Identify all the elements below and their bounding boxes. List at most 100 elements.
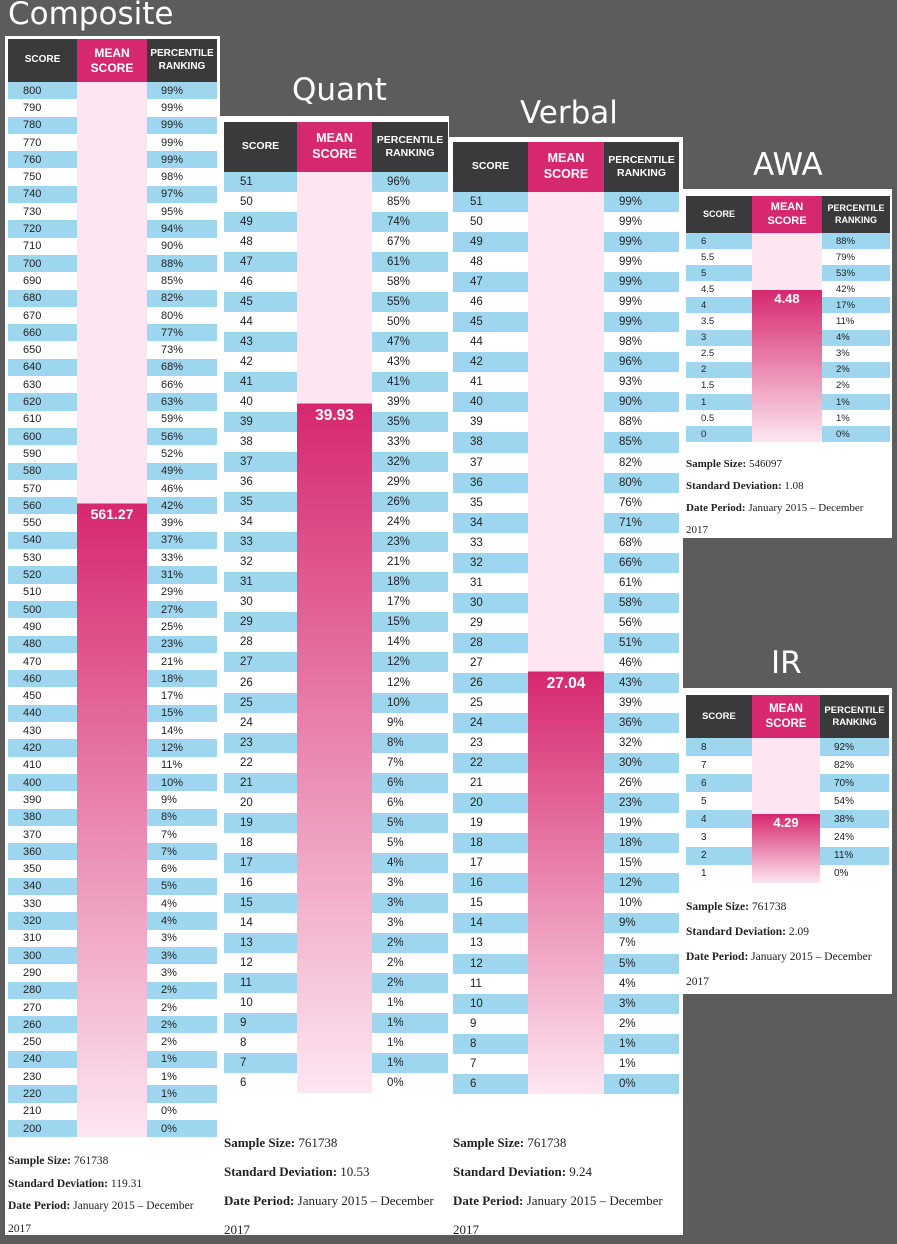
quant-stats: Sample Size: 761738 Standard Deviation: 1…	[224, 1128, 444, 1244]
composite-percentile-cell: 88%	[161, 257, 184, 270]
awa-sample-size-value: 546097	[748, 458, 782, 470]
composite-percentile-cell: 49%	[161, 465, 184, 478]
composite-row-stripe	[8, 116, 77, 134]
composite-row-stripe	[8, 497, 77, 515]
ir-row-stripe	[686, 738, 752, 757]
verbal-row-stripe	[453, 272, 528, 293]
quant-row-stripe	[372, 652, 448, 673]
verbal-score-cell: 46	[470, 296, 483, 309]
verbal-row-stripe	[604, 472, 679, 493]
composite-row-stripe	[147, 774, 217, 792]
ir-score-cell: 6	[701, 777, 707, 789]
awa-title: AWA	[753, 147, 823, 183]
composite-percentile-cell: 52%	[161, 447, 184, 460]
quant-score-cell: 10	[240, 996, 253, 1009]
verbal-percentile-cell: 99%	[619, 316, 643, 329]
quant-row-stripe	[224, 452, 297, 473]
composite-row-stripe	[8, 185, 77, 204]
verbal-percentile-cell: 93%	[619, 376, 643, 389]
quant-row-stripe	[224, 612, 297, 633]
composite-percentile-cell: 7%	[161, 845, 177, 858]
quant-row-stripe	[372, 572, 448, 593]
verbal-percentile-cell: 99%	[619, 216, 643, 229]
quant-row-stripe	[372, 972, 448, 993]
verbal-percentile-cell: 99%	[619, 296, 643, 309]
composite-percentile-cell: 68%	[161, 361, 184, 374]
composite-row-stripe	[8, 82, 77, 100]
composite-score-cell: 690	[23, 274, 42, 287]
verbal-percentile-cell: 2%	[619, 1017, 636, 1030]
quant-row-stripe	[224, 572, 297, 593]
composite-score-cell: 200	[23, 1122, 42, 1135]
composite-score-cell: 270	[23, 1001, 42, 1014]
verbal-percentile-cell: 19%	[619, 817, 643, 830]
composite-score-cell: 770	[23, 136, 42, 149]
verbal-row-stripe	[453, 632, 528, 653]
quant-percentile-cell: 18%	[387, 576, 411, 589]
awa-std-dev-label: Standard Deviation:	[686, 480, 782, 492]
composite-row-stripe	[8, 428, 77, 446]
awa-score-cell: 1.5	[701, 380, 715, 392]
composite-percentile-cell: 59%	[161, 413, 184, 426]
composite-score-cell: 520	[23, 569, 42, 582]
ir-percentile-cell: 70%	[834, 777, 855, 789]
awa-score-cell: 2.5	[701, 348, 715, 360]
quant-row-stripe	[224, 852, 297, 873]
composite-row-stripe	[147, 1085, 217, 1103]
quant-score-cell: 41	[240, 376, 253, 389]
awa-percentile-cell: 2%	[836, 380, 850, 392]
quant-std-dev-label: Standard Deviation:	[224, 1164, 338, 1179]
verbal-percentile-cell: 1%	[619, 1057, 636, 1070]
composite-percentile-cell: 63%	[161, 396, 184, 409]
composite-score-cell: 750	[23, 171, 42, 184]
composite-row-stripe	[147, 843, 217, 861]
composite-date-period-value: January 2015 – December 2017	[8, 1200, 194, 1235]
quant-score-cell: 23	[240, 736, 253, 749]
quant-percentile-cell: 5%	[387, 816, 404, 829]
quant-percentile-cell: 41%	[387, 376, 411, 389]
quant-score-cell: 34	[240, 516, 253, 529]
verbal-score-cell: 14	[470, 917, 483, 930]
quant-row-stripe	[372, 892, 448, 913]
composite-percentile-cell: 17%	[161, 690, 184, 703]
ir-sample-size-label: Sample Size:	[686, 901, 749, 913]
composite-score-cell: 310	[23, 932, 42, 945]
composite-percentile-cell: 33%	[161, 551, 184, 564]
awa-percentile-header: PERCENTILE RANKING	[822, 196, 890, 233]
verbal-percentile-cell: 76%	[619, 496, 643, 509]
ir-date-period: Date Period: January 2015 – December 201…	[686, 945, 886, 995]
ir-mean-column	[752, 738, 820, 883]
composite-mean-score-header: MEAN SCORE	[77, 39, 147, 82]
composite-row-stripe	[8, 289, 77, 307]
composite-row-stripe	[147, 358, 217, 377]
quant-score-cell: 42	[240, 356, 253, 369]
verbal-percentile-cell: 68%	[619, 536, 643, 549]
ir-std-dev-value: 2.09	[788, 926, 809, 938]
quant-score-cell: 13	[240, 936, 253, 949]
composite-row-stripe	[147, 635, 217, 653]
quant-score-cell: 44	[240, 316, 253, 329]
composite-row-stripe	[8, 947, 77, 965]
verbal-score-cell: 49	[470, 236, 483, 249]
verbal-score-cell: 33	[470, 536, 483, 549]
awa-percentile-cell: 53%	[836, 267, 856, 279]
quant-score-cell: 12	[240, 956, 253, 969]
quant-sample-size-label: Sample Size:	[224, 1135, 296, 1150]
verbal-row-stripe	[604, 512, 679, 533]
ir-std-dev: Standard Deviation: 2.09	[686, 920, 886, 945]
awa-score-cell: 6	[701, 235, 707, 247]
verbal-row-stripe	[453, 993, 528, 1014]
composite-score-cell: 530	[23, 551, 42, 564]
verbal-score-cell: 42	[470, 356, 483, 369]
composite-percentile-cell: 99%	[161, 119, 184, 132]
quant-row-stripe	[372, 772, 448, 793]
quant-row-stripe	[372, 252, 448, 273]
awa-sample-size-label: Sample Size:	[686, 458, 747, 470]
verbal-percentile-header: PERCENTILE RANKING	[604, 142, 679, 192]
quant-percentile-cell: 35%	[387, 416, 411, 429]
composite-std-dev-label: Standard Deviation:	[8, 1177, 108, 1190]
ir-percentile-cell: 0%	[834, 868, 849, 880]
quant-percentile-header: PERCENTILE RANKING	[372, 122, 448, 172]
ir-sample-size-value: 761738	[751, 901, 787, 913]
quant-percentile-cell: 1%	[387, 996, 404, 1009]
